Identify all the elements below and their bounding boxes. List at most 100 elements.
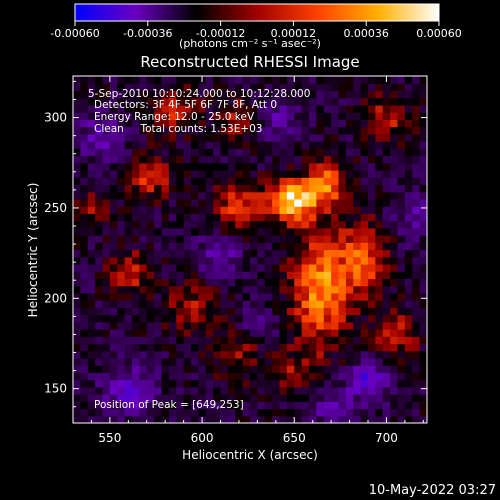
heatmap-cell xyxy=(404,83,413,92)
heatmap-cell xyxy=(183,235,192,243)
heatmap-cell xyxy=(294,285,303,294)
heatmap-cell xyxy=(316,394,325,402)
heatmap-cell xyxy=(117,263,126,272)
heatmap-cell xyxy=(198,314,207,323)
heatmap-cell xyxy=(95,119,104,128)
heatmap-cell xyxy=(331,133,340,142)
heatmap-cell xyxy=(227,242,236,251)
heatmap-cell xyxy=(176,191,185,200)
heatmap-cell xyxy=(109,76,118,84)
heatmap-cell xyxy=(242,155,251,164)
heatmap-cell xyxy=(368,235,376,243)
heatmap-cell xyxy=(213,112,222,120)
heatmap-cell xyxy=(279,394,288,402)
heatmap-cell xyxy=(353,350,362,359)
heatmap-cell xyxy=(257,148,266,157)
heatmap-cell xyxy=(286,394,295,402)
heatmap-cell xyxy=(95,169,104,178)
heatmap-cell xyxy=(323,256,332,265)
heatmap-cell xyxy=(198,249,207,258)
heatmap-cell xyxy=(154,278,163,287)
heatmap-cell xyxy=(272,394,281,402)
heatmap-cell xyxy=(183,169,192,178)
heatmap-cell xyxy=(360,119,369,128)
heatmap-cell xyxy=(235,162,244,171)
heatmap-cell xyxy=(338,401,347,410)
heatmap-cell xyxy=(191,350,199,359)
heatmap-cell xyxy=(198,292,207,301)
heatmap-cell xyxy=(301,372,310,381)
heatmap-cell xyxy=(124,191,133,200)
heatmap-cell xyxy=(95,90,104,99)
heatmap-cell xyxy=(368,365,376,373)
heatmap-cell xyxy=(213,126,222,135)
heatmap-cell xyxy=(220,83,229,92)
heatmap-cell xyxy=(368,415,376,423)
heatmap-cell xyxy=(132,191,140,200)
heatmap-cell xyxy=(168,206,177,214)
heatmap-cell xyxy=(220,278,229,287)
heatmap-cell xyxy=(368,256,376,265)
heatmap-cell xyxy=(87,263,96,272)
heatmap-cell xyxy=(331,148,340,157)
heatmap-cell xyxy=(294,220,303,229)
heatmap-cell xyxy=(124,271,133,280)
heatmap-cell xyxy=(257,329,266,337)
heatmap-cell xyxy=(397,386,406,395)
heatmap-cell xyxy=(264,227,273,236)
heatmap-cell xyxy=(309,271,317,280)
heatmap-cell xyxy=(168,119,177,128)
heatmap-cell xyxy=(132,350,140,359)
heatmap-cell xyxy=(109,119,118,128)
heatmap-cell xyxy=(102,126,111,135)
heatmap-cell xyxy=(419,329,427,337)
heatmap-cell xyxy=(198,263,207,272)
heatmap-cell xyxy=(139,415,148,423)
heatmap-cell xyxy=(316,372,325,381)
heatmap-cell xyxy=(301,271,310,280)
heatmap-cell xyxy=(198,141,207,149)
heatmap-cell xyxy=(139,408,148,417)
heatmap-cell xyxy=(168,415,177,423)
heatmap-cell xyxy=(168,401,177,410)
heatmap-cell xyxy=(183,329,192,337)
heatmap-cell xyxy=(309,249,317,258)
y-tick-label: 200 xyxy=(44,291,67,305)
heatmap-cell xyxy=(139,401,148,410)
heatmap-cell xyxy=(117,350,126,359)
heatmap-cell xyxy=(382,162,391,171)
heatmap-cell xyxy=(353,278,362,287)
heatmap-cell xyxy=(191,104,199,113)
heatmap-cell xyxy=(272,314,281,323)
heatmap-cell xyxy=(117,401,126,410)
heatmap-cell xyxy=(161,126,170,135)
heatmap-cell xyxy=(272,112,281,120)
heatmap-cell xyxy=(73,133,81,142)
heatmap-cell xyxy=(154,76,163,84)
heatmap-cell xyxy=(242,263,251,272)
heatmap-cell xyxy=(102,220,111,229)
heatmap-cell xyxy=(139,336,148,345)
heatmap-cell xyxy=(309,307,317,316)
heatmap-cell xyxy=(161,379,170,388)
heatmap-cell xyxy=(87,314,96,323)
heatmap-cell xyxy=(95,76,104,84)
heatmap-cell xyxy=(250,198,258,207)
heatmap-cell xyxy=(191,307,199,316)
heatmap-cell xyxy=(117,235,126,243)
heatmap-cell xyxy=(73,141,81,149)
heatmap-cell xyxy=(412,169,421,178)
heatmap-cell xyxy=(323,394,332,402)
heatmap-cell xyxy=(382,365,391,373)
heatmap-cell xyxy=(117,184,126,193)
heatmap-cell xyxy=(264,292,273,301)
heatmap-cell xyxy=(132,307,140,316)
heatmap-cell xyxy=(286,104,295,113)
heatmap-cell xyxy=(227,271,236,280)
heatmap-cell xyxy=(382,256,391,265)
heatmap-cell xyxy=(279,198,288,207)
heatmap-cell xyxy=(272,235,281,243)
heatmap-cell xyxy=(301,386,310,395)
heatmap-cell xyxy=(250,162,258,171)
heatmap-cell xyxy=(360,184,369,193)
